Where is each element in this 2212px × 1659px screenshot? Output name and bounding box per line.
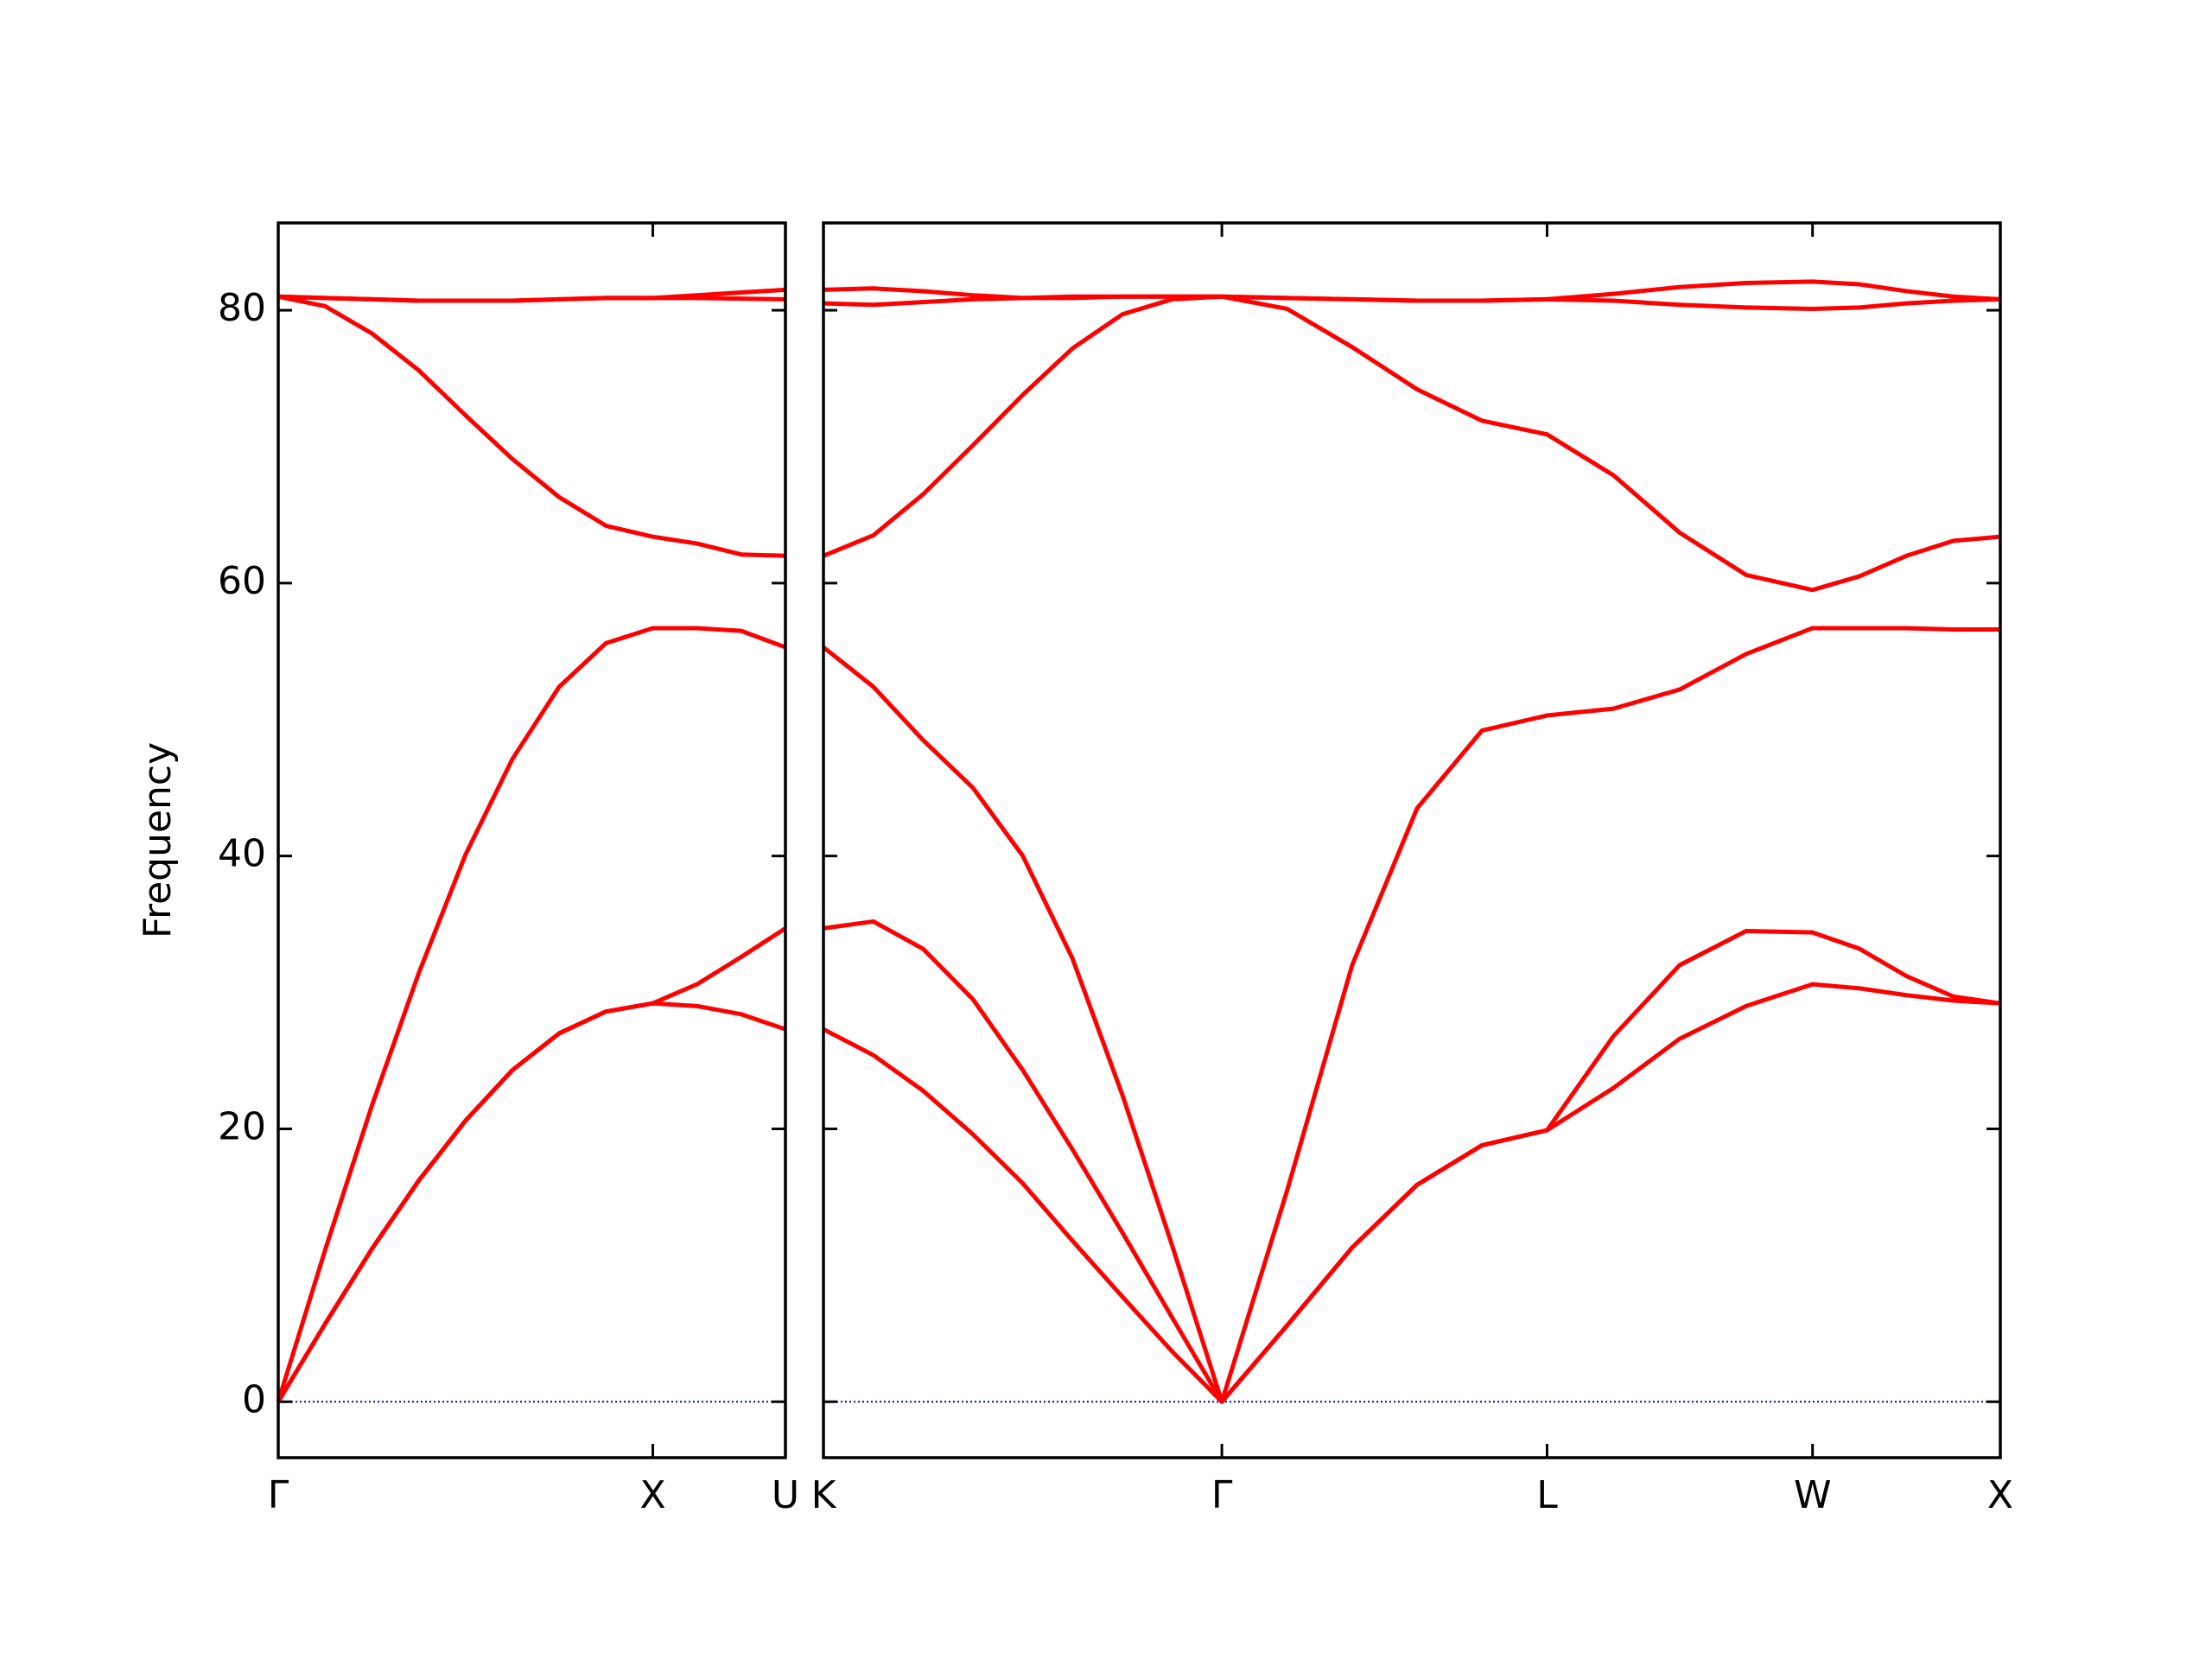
band-line xyxy=(823,279,2001,303)
y-tick-label: 80 xyxy=(218,286,266,330)
band-line xyxy=(276,926,787,1403)
band-line xyxy=(276,1001,786,1403)
y-tick-label: 60 xyxy=(218,559,266,603)
y-tick-label: 40 xyxy=(218,832,266,876)
band-line xyxy=(277,294,786,303)
x-tick-label: X xyxy=(1987,1473,2013,1517)
band-line xyxy=(276,626,786,1402)
band-line xyxy=(823,294,2001,593)
y-tick-label: 20 xyxy=(218,1104,266,1148)
x-tick-label: K xyxy=(811,1473,837,1517)
band-line xyxy=(822,626,2000,1404)
x-tick-label: U xyxy=(772,1473,799,1517)
band-line xyxy=(822,982,2001,1404)
y-tick-label: 0 xyxy=(242,1377,266,1421)
x-tick-label: Γ xyxy=(268,1473,289,1517)
y-axis-label: Frequency xyxy=(136,742,180,938)
axes-frame xyxy=(822,221,2002,1459)
band-line xyxy=(823,918,2001,1404)
x-tick-label: X xyxy=(639,1473,665,1517)
x-tick-label: Γ xyxy=(1211,1473,1233,1517)
x-tick-label: W xyxy=(1794,1473,1832,1517)
axes-frame xyxy=(276,221,787,1459)
x-tick-label: L xyxy=(1536,1473,1558,1517)
band-line xyxy=(277,294,786,558)
